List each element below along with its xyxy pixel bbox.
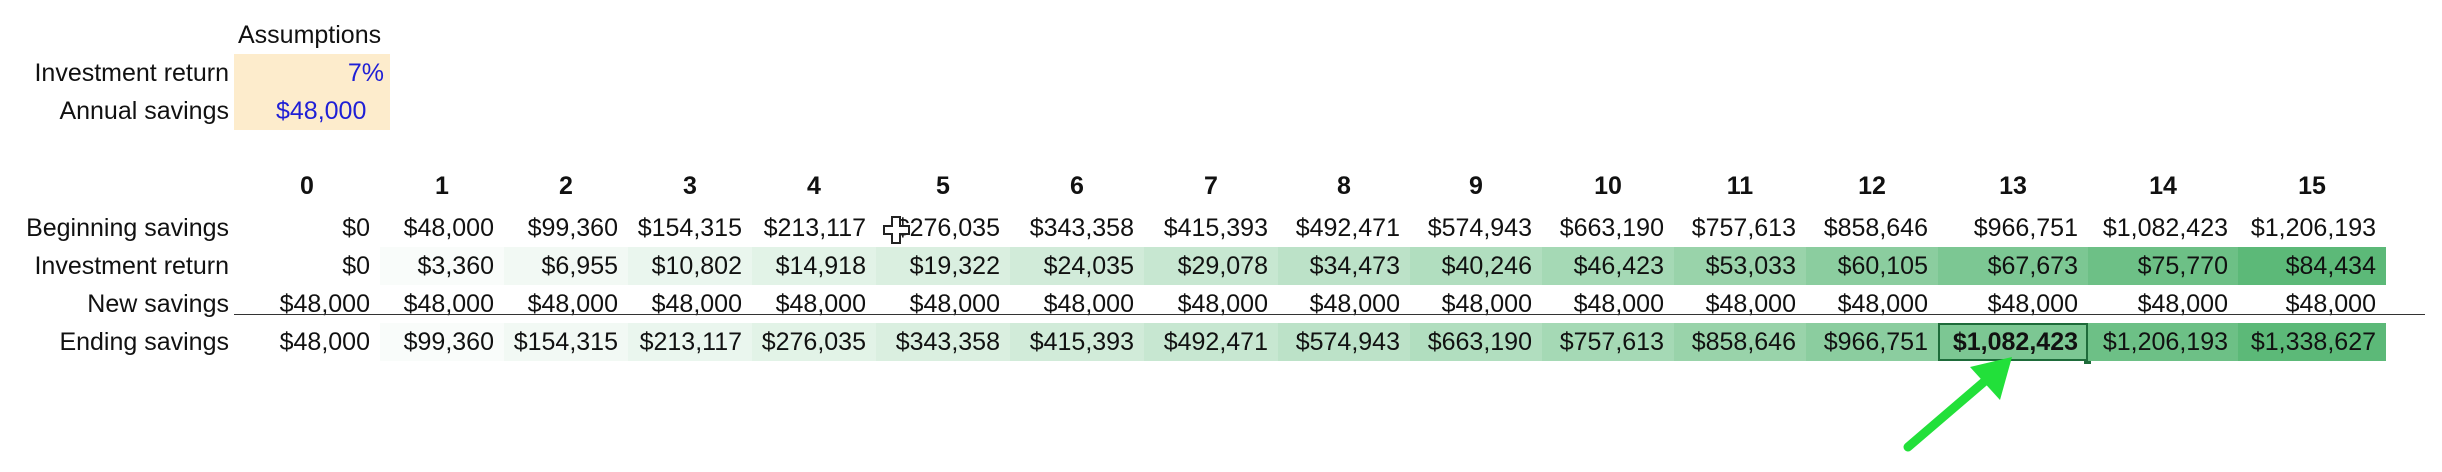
investment-return-input[interactable]: 7% — [234, 54, 390, 92]
year-header-cell[interactable]: 10 — [1594, 172, 1622, 200]
row-label[interactable]: New savings — [87, 290, 229, 318]
table-cell[interactable]: $84,434 — [2238, 247, 2386, 285]
table-cell[interactable]: $966,751 — [1973, 214, 2078, 242]
table-cell[interactable]: $343,358 — [1029, 214, 1134, 242]
year-header-cell[interactable]: 2 — [559, 172, 573, 200]
table-cell[interactable]: $34,473 — [1278, 247, 1410, 285]
table-cell[interactable]: $48,000 — [1837, 290, 1928, 318]
table-cell[interactable]: $757,613 — [1691, 214, 1796, 242]
table-cell[interactable]: $154,315 — [504, 323, 628, 361]
table-cell[interactable]: $46,423 — [1542, 247, 1674, 285]
table-cell[interactable]: $48,000 — [279, 290, 370, 318]
year-header-cell[interactable]: 13 — [1999, 172, 2027, 200]
year-header-cell[interactable]: 15 — [2298, 172, 2326, 200]
table-cell[interactable]: $19,322 — [876, 247, 1010, 285]
table-cell[interactable]: $757,613 — [1542, 323, 1674, 361]
table-cell[interactable]: $492,471 — [1295, 214, 1400, 242]
table-row: New savings $48,000 $48,000 $48,000 $48,000 $… — [0, 285, 2442, 323]
year-header-cell[interactable]: 12 — [1858, 172, 1886, 200]
table-cell[interactable]: $48,000 — [909, 290, 1000, 318]
table-cell[interactable]: $99,360 — [380, 323, 504, 361]
table-cell[interactable]: $48,000 — [234, 323, 380, 361]
cell-cursor-icon — [883, 216, 910, 244]
table-cell[interactable]: $3,360 — [380, 247, 504, 285]
year-header-cell[interactable]: 9 — [1469, 172, 1483, 200]
table-cell[interactable]: $48,000 — [527, 290, 618, 318]
year-header-cell[interactable]: 5 — [936, 172, 950, 200]
table-row: Investment return $0 $3,360 $6,955 $10,802 $1… — [0, 247, 2442, 285]
year-header-cell[interactable]: 6 — [1070, 172, 1084, 200]
table-cell[interactable]: $48,000 — [1177, 290, 1268, 318]
table-cell[interactable]: $574,943 — [1278, 323, 1410, 361]
year-header-cell[interactable]: 14 — [2149, 172, 2177, 200]
row-label[interactable]: Investment return — [34, 252, 229, 280]
row-label[interactable]: Beginning savings — [26, 214, 229, 242]
table-cell[interactable]: $48,000 — [1441, 290, 1532, 318]
table-cell[interactable]: $48,000 — [775, 290, 866, 318]
table-cell[interactable]: $48,000 — [1573, 290, 1664, 318]
total-divider-line — [234, 314, 2425, 315]
table-cell[interactable]: $75,770 — [2088, 247, 2238, 285]
table-cell[interactable]: $48,000 — [1987, 290, 2078, 318]
table-cell[interactable]: $40,246 — [1410, 247, 1542, 285]
year-header-cell[interactable]: 0 — [300, 172, 314, 200]
table-cell[interactable]: $48,000 — [1043, 290, 1134, 318]
table-cell[interactable]: $966,751 — [1806, 323, 1938, 361]
table-cell[interactable]: $24,035 — [1010, 247, 1144, 285]
table-cell[interactable]: $48,000 — [403, 290, 494, 318]
annual-savings-input[interactable]: $48,000 — [234, 92, 390, 130]
table-cell[interactable]: $53,033 — [1674, 247, 1806, 285]
table-cell[interactable]: $154,315 — [637, 214, 742, 242]
table-cell[interactable]: $14,918 — [752, 247, 876, 285]
table-cell[interactable]: $29,078 — [1144, 247, 1278, 285]
table-row: Beginning savings $0 $48,000 $99,360 $154,31… — [0, 209, 2442, 247]
table-cell[interactable]: $343,358 — [876, 323, 1010, 361]
table-cell[interactable]: $492,471 — [1144, 323, 1278, 361]
year-header-cell[interactable]: 1 — [435, 172, 449, 200]
table-cell[interactable]: $1,206,193 — [2088, 323, 2238, 361]
table-cell[interactable]: $48,000 — [403, 214, 494, 242]
year-header-cell[interactable]: 7 — [1204, 172, 1218, 200]
table-cell[interactable]: $0 — [342, 214, 370, 242]
table-cell[interactable]: $1,338,627 — [2238, 323, 2386, 361]
table-cell[interactable]: $60,105 — [1806, 247, 1938, 285]
table-cell[interactable]: $213,117 — [763, 214, 866, 242]
assumptions-title[interactable]: Assumptions — [238, 21, 382, 49]
table-cell[interactable]: $48,000 — [1705, 290, 1796, 318]
table-cell[interactable]: $858,646 — [1823, 214, 1928, 242]
table-cell[interactable]: $415,393 — [1010, 323, 1144, 361]
year-header-row: 0 1 2 3 4 5 6 7 8 9 10 11 12 13 14 15 — [0, 167, 2442, 205]
table-cell[interactable]: $48,000 — [2285, 290, 2376, 318]
table-cell[interactable]: $67,673 — [1938, 247, 2088, 285]
table-cell[interactable]: $276,035 — [752, 323, 876, 361]
table-cell[interactable]: $1,206,193 — [2250, 214, 2376, 242]
table-cell[interactable]: $574,943 — [1427, 214, 1532, 242]
row-label[interactable]: Ending savings — [59, 328, 229, 356]
year-header-cell[interactable]: 4 — [807, 172, 821, 200]
table-cell[interactable]: $858,646 — [1674, 323, 1806, 361]
table-cell[interactable]: $6,955 — [504, 247, 628, 285]
table-cell[interactable]: $0 — [234, 247, 380, 285]
year-header-cell[interactable]: 3 — [683, 172, 697, 200]
year-header-cell[interactable]: 8 — [1337, 172, 1351, 200]
table-row: Ending savings $48,000 $99,360 $154,315 $213… — [0, 323, 2442, 364]
table-cell[interactable]: $48,000 — [2137, 290, 2228, 318]
table-cell[interactable]: $48,000 — [1309, 290, 1400, 318]
annotation-arrow-icon — [1903, 357, 2012, 452]
table-cell[interactable]: $99,360 — [527, 214, 618, 242]
year-header-cell[interactable]: 11 — [1726, 172, 1754, 200]
assumption-label[interactable]: Investment return — [34, 59, 229, 87]
assumption-label[interactable]: Annual savings — [59, 97, 229, 125]
table-cell[interactable]: $415,393 — [1163, 214, 1268, 242]
table-cell[interactable]: $663,190 — [1559, 214, 1664, 242]
table-cell[interactable]: $1,082,423 — [2102, 214, 2228, 242]
table-cell[interactable]: $663,190 — [1410, 323, 1542, 361]
table-cell[interactable]: $276,035 — [895, 214, 1000, 242]
table-cell[interactable]: $48,000 — [651, 290, 742, 318]
selected-cell[interactable]: $1,082,423 — [1938, 323, 2088, 361]
table-cell[interactable]: $10,802 — [628, 247, 752, 285]
table-cell[interactable]: $213,117 — [628, 323, 752, 361]
